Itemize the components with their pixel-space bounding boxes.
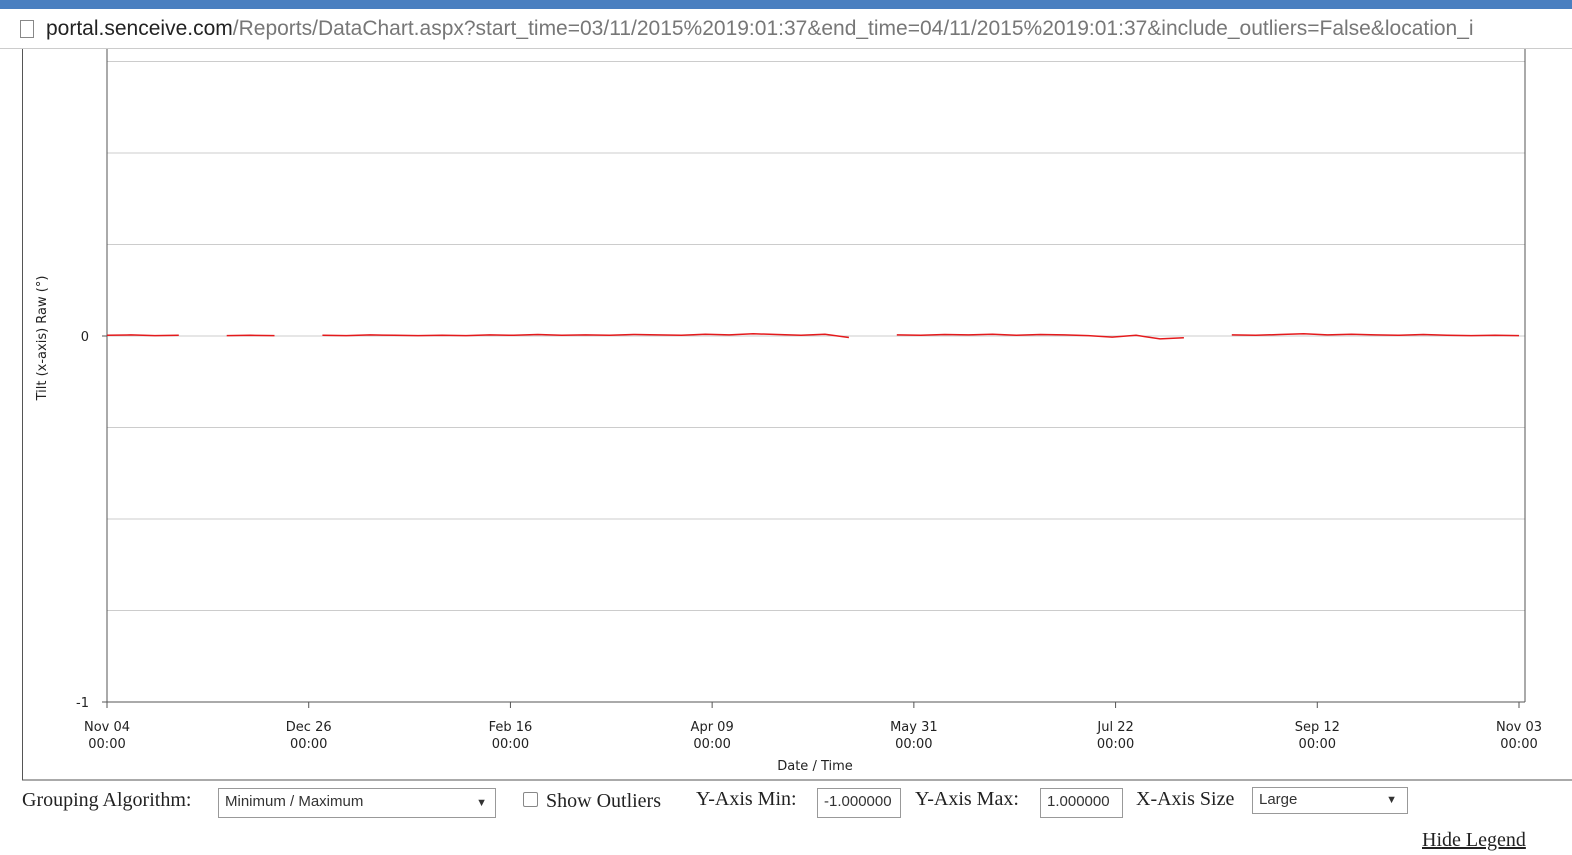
ymin-label: Y-Axis Min: [696, 788, 797, 810]
x-tick-time: 00:00 [693, 737, 730, 752]
x-tick-date: Nov 03 [1496, 720, 1542, 735]
x-tick-date: Dec 26 [286, 720, 332, 735]
url-path: /Reports/DataChart.aspx?start_time=03/11… [232, 17, 1474, 40]
xsize-select[interactable]: Large ▼ [1252, 787, 1408, 814]
title-strip [0, 0, 1572, 9]
y-axis-label: Tilt (x-axis) Raw (°) [35, 276, 50, 402]
url[interactable]: portal.senceive.com/Reports/DataChart.as… [46, 17, 1474, 41]
outliers-checkbox[interactable] [523, 792, 538, 807]
x-tick-time: 00:00 [290, 737, 327, 752]
xsize-label: X-Axis Size [1136, 788, 1235, 810]
grouping-value: Minimum / Maximum [225, 793, 364, 810]
x-tick-date: Apr 09 [691, 720, 734, 735]
x-tick-time: 00:00 [88, 737, 125, 752]
ymax-label: Y-Axis Max: [915, 788, 1019, 810]
ymin-input[interactable]: -1.000000 [817, 788, 901, 818]
x-tick-date: Nov 04 [84, 720, 130, 735]
data-line [106, 333, 1520, 340]
chart: Tilt (x-axis) Raw (°) Date / Time -101No… [22, 39, 1572, 781]
x-axis-label: Date / Time [777, 759, 853, 774]
x-tick-time: 00:00 [895, 737, 932, 752]
url-host: portal.senceive.com [46, 17, 233, 40]
x-tick-time: 00:00 [1500, 737, 1537, 752]
chart-frame [22, 39, 1572, 781]
x-tick-time: 00:00 [492, 737, 529, 752]
x-tick-date: Feb 16 [489, 720, 533, 735]
browser-bar: portal.senceive.com/Reports/DataChart.as… [0, 0, 1572, 49]
x-tick-time: 00:00 [1299, 737, 1336, 752]
outliers-label: Show Outliers [546, 790, 661, 812]
ymax-value: 1.000000 [1047, 793, 1110, 810]
x-tick-time: 00:00 [1097, 737, 1134, 752]
ymin-value: -1.000000 [824, 793, 892, 810]
ymax-input[interactable]: 1.000000 [1040, 788, 1123, 818]
grouping-select[interactable]: Minimum / Maximum ▼ [218, 788, 496, 818]
x-tick-date: Sep 12 [1295, 720, 1340, 735]
x-tick-date: May 31 [890, 720, 938, 735]
hide-legend-link[interactable]: Hide Legend [1422, 829, 1526, 851]
page-icon [20, 20, 34, 38]
x-tick-date: Jul 22 [1096, 720, 1133, 735]
grouping-label: Grouping Algorithm: [22, 789, 192, 811]
xsize-value: Large [1259, 791, 1298, 808]
y-tick-label: 0 [81, 330, 89, 345]
y-tick-label: -1 [76, 696, 89, 711]
